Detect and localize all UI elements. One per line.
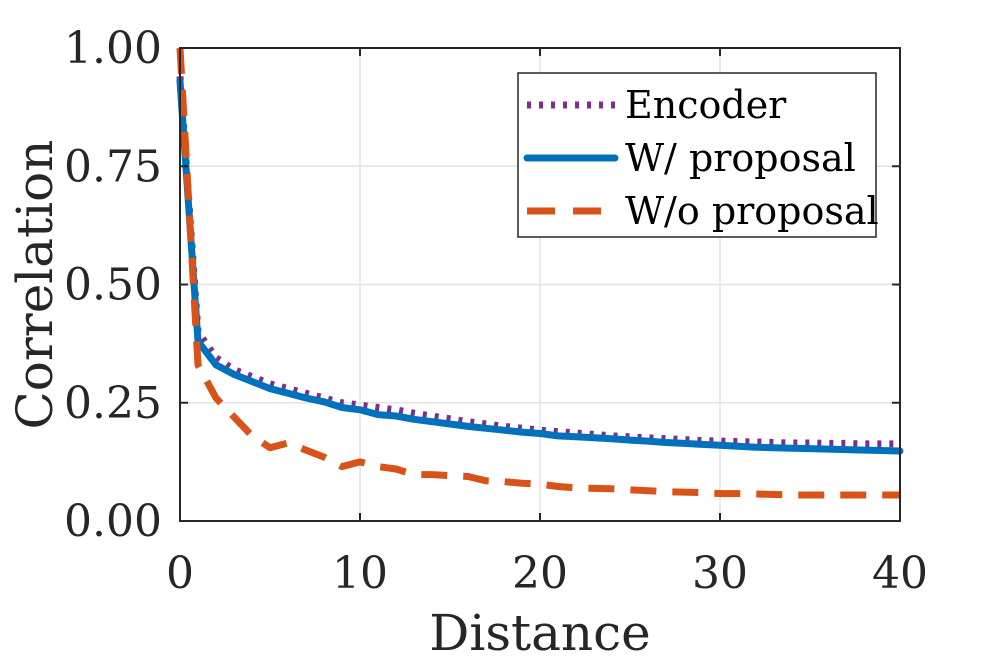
y-tick-label: 0.25 [64,378,162,429]
x-tick-label: 10 [332,548,388,599]
y-tick-label: 0.00 [64,496,162,547]
y-tick-label: 0.75 [64,141,162,192]
y-tick-label: 0.50 [64,260,162,311]
x-tick-label: 20 [512,548,568,599]
x-tick-label: 40 [872,548,928,599]
x-axis-title: Distance [429,604,650,662]
y-tick-label: 1.00 [64,23,162,74]
legend-label: W/o proposal [625,189,879,233]
y-axis-title: Correlation [6,140,64,430]
series-lines [176,47,904,499]
legend-label: W/ proposal [625,136,856,180]
series-line-w-o-proposal [176,47,900,499]
series-line-w-proposal [176,77,904,455]
axis-ticks: 0 10 20 30 40 0.00 0.25 0.50 0.75 1.00 [64,23,928,599]
x-tick-label: 30 [692,548,748,599]
x-tick-label: 0 [166,548,194,599]
legend: Encoder W/ proposal W/o proposal [517,72,879,238]
legend-label: Encoder [625,83,787,127]
